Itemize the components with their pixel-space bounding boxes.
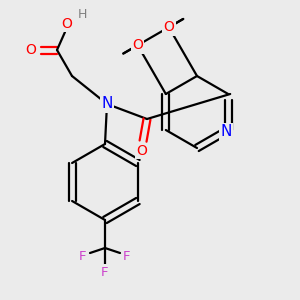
Text: H: H [77, 8, 87, 20]
Text: O: O [61, 17, 72, 31]
Text: F: F [79, 250, 87, 262]
Text: O: O [164, 20, 174, 34]
Text: F: F [123, 250, 131, 262]
Text: N: N [101, 97, 113, 112]
Text: F: F [101, 266, 109, 278]
Text: O: O [132, 38, 143, 52]
Text: N: N [220, 124, 232, 140]
Text: O: O [26, 43, 36, 57]
Text: O: O [136, 144, 147, 158]
